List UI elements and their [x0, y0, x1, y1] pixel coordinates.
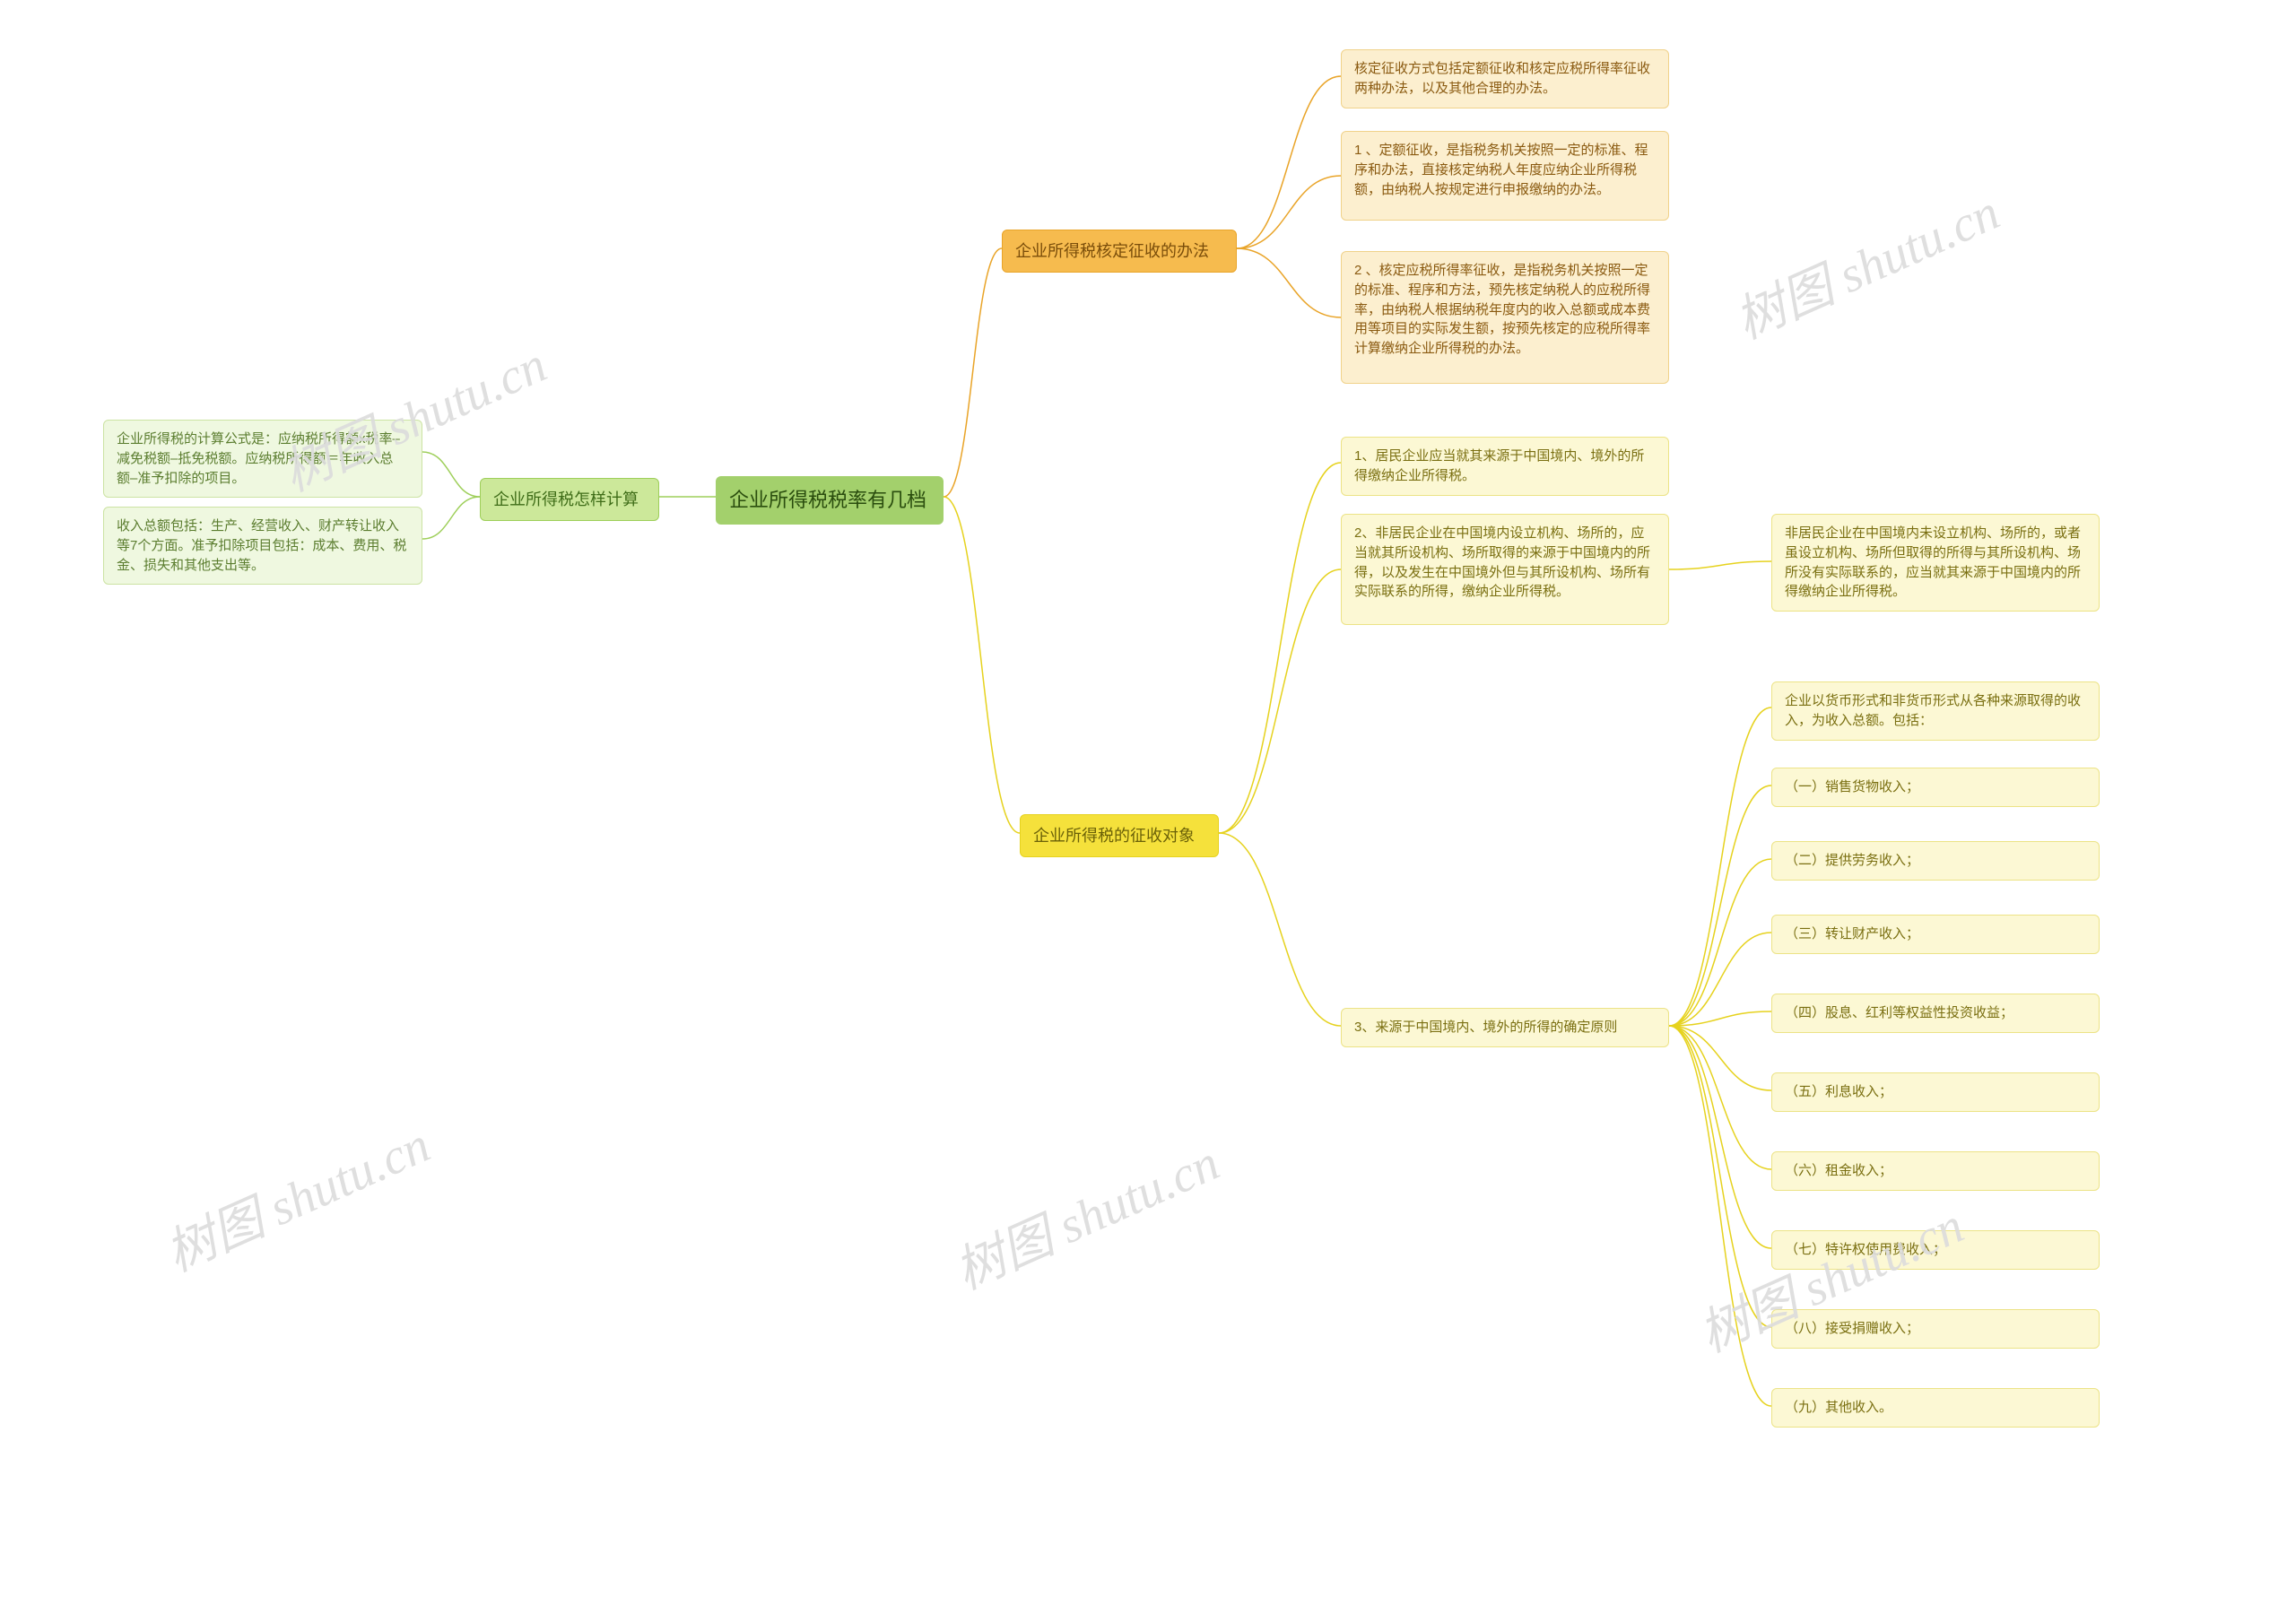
watermark: 树图 shutu.cn	[942, 1123, 1229, 1304]
leaf-node[interactable]: 收入总额包括：生产、经营收入、财产转让收入等7个方面。准予扣除项目包括：成本、费…	[103, 507, 422, 585]
leaf-node[interactable]: 3、来源于中国境内、境外的所得的确定原则	[1341, 1008, 1669, 1047]
root-node[interactable]: 企业所得税税率有几档	[716, 476, 944, 525]
leaf-node[interactable]: （六）租金收入；	[1771, 1151, 2100, 1191]
leaf-node[interactable]: 1 、定额征收，是指税务机关按照一定的标准、程序和办法，直接核定纳税人年度应纳企…	[1341, 131, 1669, 221]
branch-node[interactable]: 企业所得税核定征收的办法	[1002, 230, 1237, 273]
branch-node[interactable]: 企业所得税怎样计算	[480, 478, 659, 521]
leaf-node[interactable]: （一）销售货物收入；	[1771, 768, 2100, 807]
leaf-node[interactable]: 企业所得税的计算公式是：应纳税所得额x税率–减免税额–抵免税额。应纳税所得额＝年…	[103, 420, 422, 498]
watermark: 树图 shutu.cn	[1722, 172, 2009, 353]
watermark: 树图 shutu.cn	[152, 1105, 439, 1286]
leaf-node[interactable]: 非居民企业在中国境内未设立机构、场所的，或者虽设立机构、场所但取得的所得与其所设…	[1771, 514, 2100, 612]
leaf-node[interactable]: （九）其他收入。	[1771, 1388, 2100, 1428]
leaf-node[interactable]: （七）特许权使用费收入；	[1771, 1230, 2100, 1270]
leaf-node[interactable]: 企业以货币形式和非货币形式从各种来源取得的收入，为收入总额。包括：	[1771, 681, 2100, 741]
leaf-node[interactable]: 1、居民企业应当就其来源于中国境内、境外的所得缴纳企业所得税。	[1341, 437, 1669, 496]
leaf-node[interactable]: （四）股息、红利等权益性投资收益；	[1771, 994, 2100, 1033]
leaf-node[interactable]: 核定征收方式包括定额征收和核定应税所得率征收两种办法，以及其他合理的办法。	[1341, 49, 1669, 108]
leaf-node[interactable]: （八）接受捐赠收入；	[1771, 1309, 2100, 1349]
leaf-node[interactable]: 2、非居民企业在中国境内设立机构、场所的，应当就其所设机构、场所取得的来源于中国…	[1341, 514, 1669, 625]
branch-node[interactable]: 企业所得税的征收对象	[1020, 814, 1219, 857]
leaf-node[interactable]: （五）利息收入；	[1771, 1072, 2100, 1112]
leaf-node[interactable]: 2 、核定应税所得率征收，是指税务机关按照一定的标准、程序和方法，预先核定纳税人…	[1341, 251, 1669, 384]
leaf-node[interactable]: （三）转让财产收入；	[1771, 915, 2100, 954]
mindmap-canvas: 企业所得税税率有几档 企业所得税怎样计算 企业所得税的计算公式是：应纳税所得额x税率…	[0, 0, 2296, 1597]
leaf-node[interactable]: （二）提供劳务收入；	[1771, 841, 2100, 881]
